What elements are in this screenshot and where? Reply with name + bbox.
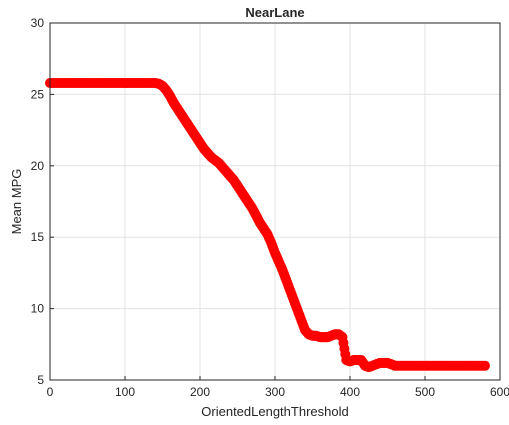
y-tick-label: 15 (31, 230, 45, 244)
data-points (45, 77, 490, 373)
y-tick-label: 30 (31, 16, 45, 30)
chart-title: NearLane (245, 5, 304, 20)
data-point (480, 360, 490, 371)
x-tick-label: 500 (415, 385, 435, 399)
x-tick-label: 0 (47, 385, 54, 399)
x-tick-label: 400 (340, 385, 360, 399)
x-tick-label: 300 (265, 385, 285, 399)
x-tick-label: 600 (490, 385, 509, 399)
y-axis-ticks: 5 10 15 20 25 30 (31, 16, 54, 387)
y-axis-label: Mean MPG (9, 169, 24, 235)
x-axis-ticks: 0 100 200 300 400 500 600 (47, 376, 509, 399)
x-tick-label: 200 (190, 385, 210, 399)
y-tick-label: 25 (31, 87, 45, 101)
y-tick-label: 5 (37, 373, 44, 387)
x-axis-label: OrientedLengthThreshold (201, 404, 348, 419)
grid (50, 23, 500, 380)
y-tick-label: 10 (31, 302, 45, 316)
x-tick-label: 100 (115, 385, 135, 399)
y-tick-label: 20 (31, 159, 45, 173)
